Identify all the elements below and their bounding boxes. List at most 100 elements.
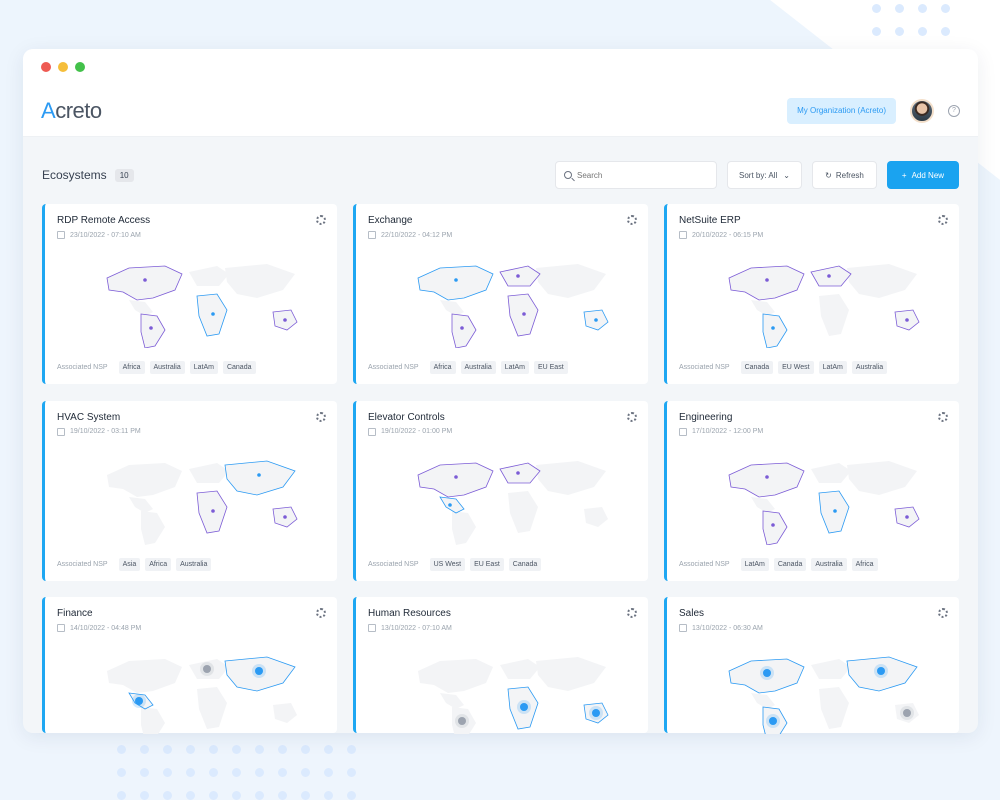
ecosystem-date: 19/10/2022 - 01:00 PM <box>381 428 453 436</box>
ecosystem-date: 13/10/2022 - 07:10 AM <box>381 624 452 632</box>
gear-icon[interactable] <box>627 608 637 619</box>
refresh-button[interactable]: ↻ Refresh <box>812 161 877 189</box>
gear-icon[interactable] <box>938 215 948 225</box>
ecosystem-name[interactable]: Sales <box>679 608 705 620</box>
avatar[interactable] <box>910 98 934 123</box>
add-new-button[interactable]: + Add New <box>887 161 959 189</box>
world-map <box>417 264 609 348</box>
ecosystem-card[interactable]: HVAC System 19/10/2022 - 03:11 PM Associat… <box>42 400 337 581</box>
search-input[interactable] <box>577 170 697 180</box>
maximize-window-icon[interactable] <box>75 62 85 72</box>
page-title: Ecosystems <box>42 168 107 182</box>
help-icon[interactable]: ? <box>948 104 960 117</box>
ecosystem-name[interactable]: RDP Remote Access <box>57 215 151 226</box>
ecosystem-card[interactable]: Exchange 22/10/2022 - 04:12 PM Associated … <box>353 204 648 384</box>
nsp-label: Associated NSP <box>679 364 730 371</box>
gear-icon[interactable] <box>938 608 948 619</box>
ecosystem-date: 23/10/2022 - 07:10 AM <box>70 231 141 239</box>
card-date-row: 17/10/2022 - 12:00 PM <box>679 427 947 436</box>
ecosystem-name[interactable]: Engineering <box>679 411 733 423</box>
ecosystem-card[interactable]: NetSuite ERP 20/10/2022 - 06:15 PM Associa… <box>664 204 959 384</box>
associated-nsp-row: Associated NSP LatAm Canada Australia Africa <box>679 557 878 571</box>
world-map <box>728 656 919 734</box>
ecosystem-name[interactable]: Human Resources <box>368 608 451 620</box>
world-map <box>106 264 298 348</box>
add-new-label: Add New <box>911 170 945 180</box>
gear-icon[interactable] <box>316 608 326 619</box>
card-date-row: 19/10/2022 - 03:11 PM <box>57 427 325 436</box>
nsp-tag: Canada <box>222 361 256 374</box>
world-map <box>107 460 298 545</box>
search-box[interactable] <box>555 161 717 189</box>
organization-button[interactable]: My Organization (Acreto) <box>787 97 896 124</box>
refresh-label: Refresh <box>835 170 864 180</box>
ecosystem-card-grid: RDP Remote Access 23/10/2022 - 07:10 AM As… <box>42 204 959 734</box>
nsp-tag: Africa <box>851 557 878 571</box>
nsp-tag: Australia <box>851 361 888 374</box>
ecosystem-name[interactable]: Exchange <box>368 215 413 226</box>
ecosystem-count-badge: 10 <box>114 168 134 182</box>
calendar-icon <box>57 427 65 436</box>
ecosystem-name[interactable]: Elevator Controls <box>368 411 445 423</box>
calendar-icon <box>368 624 376 633</box>
associated-nsp-row: Associated NSP Africa Australia LatAm EU Eas… <box>368 361 568 374</box>
associated-nsp-row: Associated NSP US West EU East Canada <box>368 557 542 571</box>
search-icon <box>564 171 572 179</box>
associated-nsp-row: Associated NSP Asia Africa Australia <box>57 557 212 571</box>
ecosystem-date: 17/10/2022 - 12:00 PM <box>692 428 764 436</box>
nsp-tag: Australia <box>811 557 847 571</box>
nsp-label: Associated NSP <box>368 364 419 371</box>
gear-icon[interactable] <box>938 411 948 422</box>
minimize-window-icon[interactable] <box>58 62 68 72</box>
card-date-row: 13/10/2022 - 07:10 AM <box>368 624 636 633</box>
ecosystem-date: 14/10/2022 - 04:48 PM <box>70 624 142 632</box>
nsp-tag: Australia <box>176 557 212 571</box>
gear-icon[interactable] <box>316 411 326 422</box>
calendar-icon <box>368 231 376 239</box>
ecosystem-card[interactable]: Sales 13/10/2022 - 06:30 AM <box>664 597 959 734</box>
ecosystem-card[interactable]: Engineering 17/10/2022 - 12:00 PM Associat… <box>664 400 959 581</box>
associated-nsp-row: Associated NSP Canada EU West LatAm Australi… <box>679 361 888 374</box>
nsp-tag: Canada <box>508 557 542 571</box>
world-map <box>728 264 920 348</box>
nsp-tag: Australia <box>149 361 185 374</box>
nsp-tag: LatAm <box>818 361 847 374</box>
ecosystem-date: 22/10/2022 - 04:12 PM <box>381 231 453 239</box>
calendar-icon <box>679 624 687 633</box>
ecosystem-date: 20/10/2022 - 06:15 PM <box>692 231 764 239</box>
close-window-icon[interactable] <box>41 62 51 72</box>
nsp-tag: Canada <box>740 361 774 374</box>
ecosystem-name[interactable]: Finance <box>57 608 93 620</box>
acreto-logo[interactable]: Acreto <box>41 98 102 124</box>
chevron-down-icon: ⌄ <box>783 170 790 180</box>
nsp-label: Associated NSP <box>57 560 108 568</box>
card-date-row: 22/10/2022 - 04:12 PM <box>368 231 636 239</box>
world-map <box>417 460 608 545</box>
ecosystem-date: 13/10/2022 - 06:30 AM <box>692 624 763 632</box>
ecosystem-card[interactable]: Elevator Controls 19/10/2022 - 01:00 PM As… <box>353 400 648 581</box>
ecosystem-date: 19/10/2022 - 03:11 PM <box>70 428 141 436</box>
gear-icon[interactable] <box>627 215 637 225</box>
nsp-tag: LatAm <box>189 361 218 374</box>
logo-first-letter: A <box>41 97 56 123</box>
associated-nsp-row: Associated NSP Africa Australia LatAm Canada <box>57 361 256 374</box>
decorative-dots-top <box>872 4 950 36</box>
calendar-icon <box>679 231 687 239</box>
nsp-label: Associated NSP <box>57 364 108 371</box>
nsp-tag: LatAm <box>500 361 529 374</box>
world-map <box>728 460 920 545</box>
ecosystem-card[interactable]: Finance 14/10/2022 - 04:48 PM <box>42 597 337 734</box>
sort-label: Sort by: All <box>739 170 778 180</box>
nsp-tag: Australia <box>460 361 496 374</box>
nsp-tag: Canada <box>773 557 807 571</box>
gear-icon[interactable] <box>316 215 326 225</box>
app-header: Acreto My Organization (Acreto) ? <box>23 85 978 137</box>
world-map <box>418 657 609 734</box>
sort-dropdown[interactable]: Sort by: All ⌄ <box>727 161 802 189</box>
calendar-icon <box>368 427 376 436</box>
ecosystem-name[interactable]: HVAC System <box>57 411 121 423</box>
ecosystem-card[interactable]: RDP Remote Access 23/10/2022 - 07:10 AM As… <box>42 204 337 384</box>
gear-icon[interactable] <box>627 411 637 422</box>
ecosystem-name[interactable]: NetSuite ERP <box>679 215 741 226</box>
ecosystem-card[interactable]: Human Resources 13/10/2022 - 07:10 AM <box>353 597 648 734</box>
